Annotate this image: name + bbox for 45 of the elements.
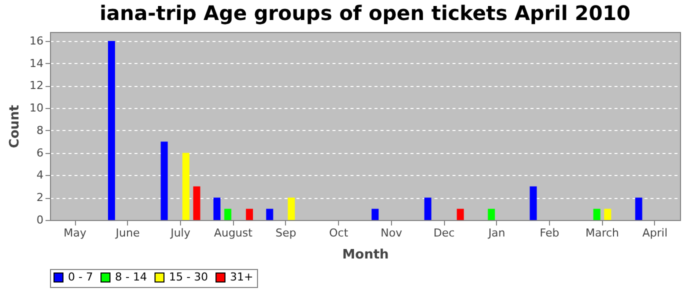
bar xyxy=(424,198,432,220)
bar xyxy=(488,208,495,220)
x-tick-label: Feb xyxy=(540,226,560,240)
bar xyxy=(456,208,464,220)
y-tick-label: 12 xyxy=(30,79,44,92)
x-tick-label: July xyxy=(170,226,191,240)
bar xyxy=(593,208,600,220)
y-tick-label: 8 xyxy=(36,124,44,137)
x-tick-label: May xyxy=(64,226,87,240)
bar xyxy=(108,40,116,220)
bar xyxy=(530,186,537,220)
y-axis-title: Count xyxy=(8,104,23,148)
y-tick-label: 2 xyxy=(36,191,44,204)
x-tick-label: Oct xyxy=(329,226,349,240)
x-tick-label: Nov xyxy=(380,226,403,240)
x-tick-label: Jan xyxy=(487,226,506,240)
y-tick-label: 0 xyxy=(36,214,44,226)
y-tick-label: 4 xyxy=(36,168,44,182)
bar xyxy=(635,198,642,220)
bar xyxy=(193,186,200,220)
bar xyxy=(246,208,253,220)
x-axis-title: Month xyxy=(342,248,389,262)
x-tick-label: Sep xyxy=(276,226,296,240)
bar xyxy=(604,208,612,220)
x-tick-label: April xyxy=(642,226,668,240)
legend-label: 31+ xyxy=(230,270,254,284)
y-tick-label: 6 xyxy=(36,146,44,160)
bar xyxy=(160,142,168,220)
legend-label: 0 - 7 xyxy=(68,270,93,284)
x-tick-label: August xyxy=(214,226,254,240)
bar xyxy=(224,208,232,220)
bar xyxy=(372,208,379,220)
x-tick-label: Dec xyxy=(433,226,455,240)
bar xyxy=(213,198,220,220)
bar xyxy=(182,152,190,220)
y-tick-label: 16 xyxy=(30,34,44,48)
x-tick-label: March xyxy=(585,226,620,240)
chart-title: iana-trip Age groups of open tickets April 2010 xyxy=(100,1,630,25)
bar xyxy=(266,208,274,220)
bar xyxy=(288,198,295,220)
y-tick-label: 10 xyxy=(30,102,44,115)
y-tick-label: 14 xyxy=(30,56,44,70)
x-tick-label: June xyxy=(114,226,140,240)
legend-label: 15 - 30 xyxy=(169,270,208,284)
legend-label: 8 - 14 xyxy=(115,270,147,284)
